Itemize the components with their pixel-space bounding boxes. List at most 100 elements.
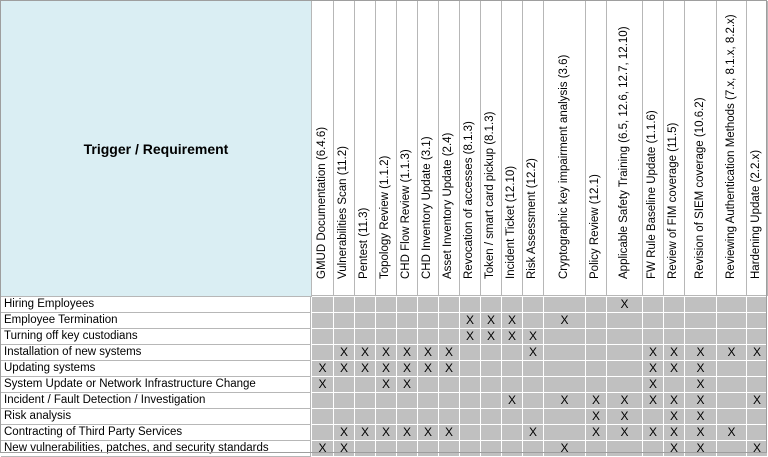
matrix-cell xyxy=(334,329,355,345)
column-header: CHD Flow Review (1.1.3) xyxy=(397,1,418,296)
matrix-cell xyxy=(586,313,607,329)
matrix-cell xyxy=(643,313,664,329)
matrix-cell xyxy=(523,377,544,393)
matrix-cell: X xyxy=(544,441,586,457)
matrix-cell: X xyxy=(312,441,334,457)
matrix-cell xyxy=(747,425,768,441)
matrix-cell xyxy=(439,441,460,457)
matrix-cell xyxy=(355,393,376,409)
row-label: System Update or Network Infrastructure … xyxy=(1,377,311,393)
column-header: Asset Inventory Update (2.4) xyxy=(439,1,460,296)
column-header: FW Rule Baseline Update (1.1.6) xyxy=(643,1,664,296)
matrix-cell xyxy=(355,329,376,345)
matrix-cell: X xyxy=(643,393,664,409)
matrix-cell xyxy=(355,377,376,393)
row-label: Risk analysis xyxy=(1,409,311,425)
matrix-cell xyxy=(481,393,502,409)
matrix-cell xyxy=(523,393,544,409)
matrix-cell xyxy=(460,425,481,441)
matrix-cell: X xyxy=(685,425,717,441)
matrix-cell xyxy=(523,297,544,313)
row-label: Turning off key custodians xyxy=(1,329,311,345)
column-header-label: Risk Assessment (12.2) xyxy=(526,158,538,279)
row-label: New vulnerabilities, patches, and securi… xyxy=(1,441,311,457)
matrix-cell xyxy=(685,297,717,313)
matrix-cell xyxy=(502,345,523,361)
matrix-cell xyxy=(397,313,418,329)
matrix-cell xyxy=(376,329,397,345)
matrix-cell: X xyxy=(502,313,523,329)
column-header-label: Applicable Safety Training (6.5, 12.6, 1… xyxy=(617,26,630,279)
matrix-cell: X xyxy=(376,377,397,393)
column-header: Reviewing Authentication Methods (7.x, 8… xyxy=(717,1,747,296)
matrix-cell xyxy=(586,441,607,457)
matrix-cell xyxy=(747,377,768,393)
column-header-label: Policy Review (12.1) xyxy=(589,174,601,279)
matrix-cell xyxy=(460,297,481,313)
matrix-cell: X xyxy=(664,393,685,409)
matrix-cell xyxy=(460,393,481,409)
matrix-cell xyxy=(355,409,376,425)
column-header: Token / smart card pickup (8.1.3) xyxy=(481,1,502,296)
matrix-cell xyxy=(643,441,664,457)
matrix-cell: X xyxy=(643,377,664,393)
matrix-cell xyxy=(523,361,544,377)
matrix-cell xyxy=(502,425,523,441)
matrix-cell: X xyxy=(439,345,460,361)
matrix-cell xyxy=(586,377,607,393)
matrix-cell xyxy=(607,313,643,329)
column-header-label: GMUD Documentation (6.4.6) xyxy=(315,126,328,279)
matrix-cell xyxy=(418,441,439,457)
matrix-cell xyxy=(439,297,460,313)
matrix-cell xyxy=(460,409,481,425)
column-header-label: Hardening Update (2.2.x) xyxy=(750,149,762,279)
column-header-label: CHD Inventory Update (3.1) xyxy=(421,136,433,279)
matrix-cell: X xyxy=(607,409,643,425)
column-header: Pentest (11.3) xyxy=(355,1,376,296)
matrix-cell xyxy=(544,361,586,377)
matrix-cell: X xyxy=(664,425,685,441)
matrix-cell: X xyxy=(685,409,717,425)
row-label: Updating systems xyxy=(1,361,311,377)
column-header-label: Revocation of accesses (8.1.3) xyxy=(463,121,475,279)
matrix-cell: X xyxy=(544,393,586,409)
matrix-cell xyxy=(664,329,685,345)
matrix-cell xyxy=(439,329,460,345)
matrix-cell xyxy=(397,393,418,409)
matrix-cell xyxy=(334,297,355,313)
matrix-cell xyxy=(376,297,397,313)
matrix-cell xyxy=(717,313,747,329)
column-header: Cryptographic key impairment analysis (3… xyxy=(544,1,586,296)
matrix-cell xyxy=(544,377,586,393)
matrix-cell xyxy=(685,329,717,345)
matrix-cell xyxy=(747,329,768,345)
matrix-cell: X xyxy=(586,425,607,441)
matrix-cell: X xyxy=(334,345,355,361)
matrix-cell: X xyxy=(312,377,334,393)
matrix-cell xyxy=(664,377,685,393)
matrix-cell xyxy=(607,329,643,345)
matrix-cell: X xyxy=(397,377,418,393)
matrix-cell: X xyxy=(523,329,544,345)
matrix-cell xyxy=(312,297,334,313)
matrix-cell xyxy=(544,345,586,361)
column-header: Review of FIM coverage (11.5) xyxy=(664,1,685,296)
matrix-cell xyxy=(334,377,355,393)
matrix-cell xyxy=(544,297,586,313)
column-header: Incident Ticket (12.10) xyxy=(502,1,523,296)
matrix-cell: X xyxy=(607,393,643,409)
matrix-cell: X xyxy=(334,425,355,441)
matrix-cell: X xyxy=(607,297,643,313)
column-header: CHD Inventory Update (3.1) xyxy=(418,1,439,296)
matrix-cell xyxy=(685,313,717,329)
matrix-cell: X xyxy=(355,345,376,361)
matrix-cell xyxy=(481,409,502,425)
matrix-cell: X xyxy=(460,313,481,329)
matrix-cell: X xyxy=(586,393,607,409)
matrix-cell: X xyxy=(607,425,643,441)
matrix-cell xyxy=(586,361,607,377)
matrix-cell xyxy=(439,393,460,409)
row-label: Installation of new systems xyxy=(1,345,311,361)
matrix-cell: X xyxy=(418,345,439,361)
